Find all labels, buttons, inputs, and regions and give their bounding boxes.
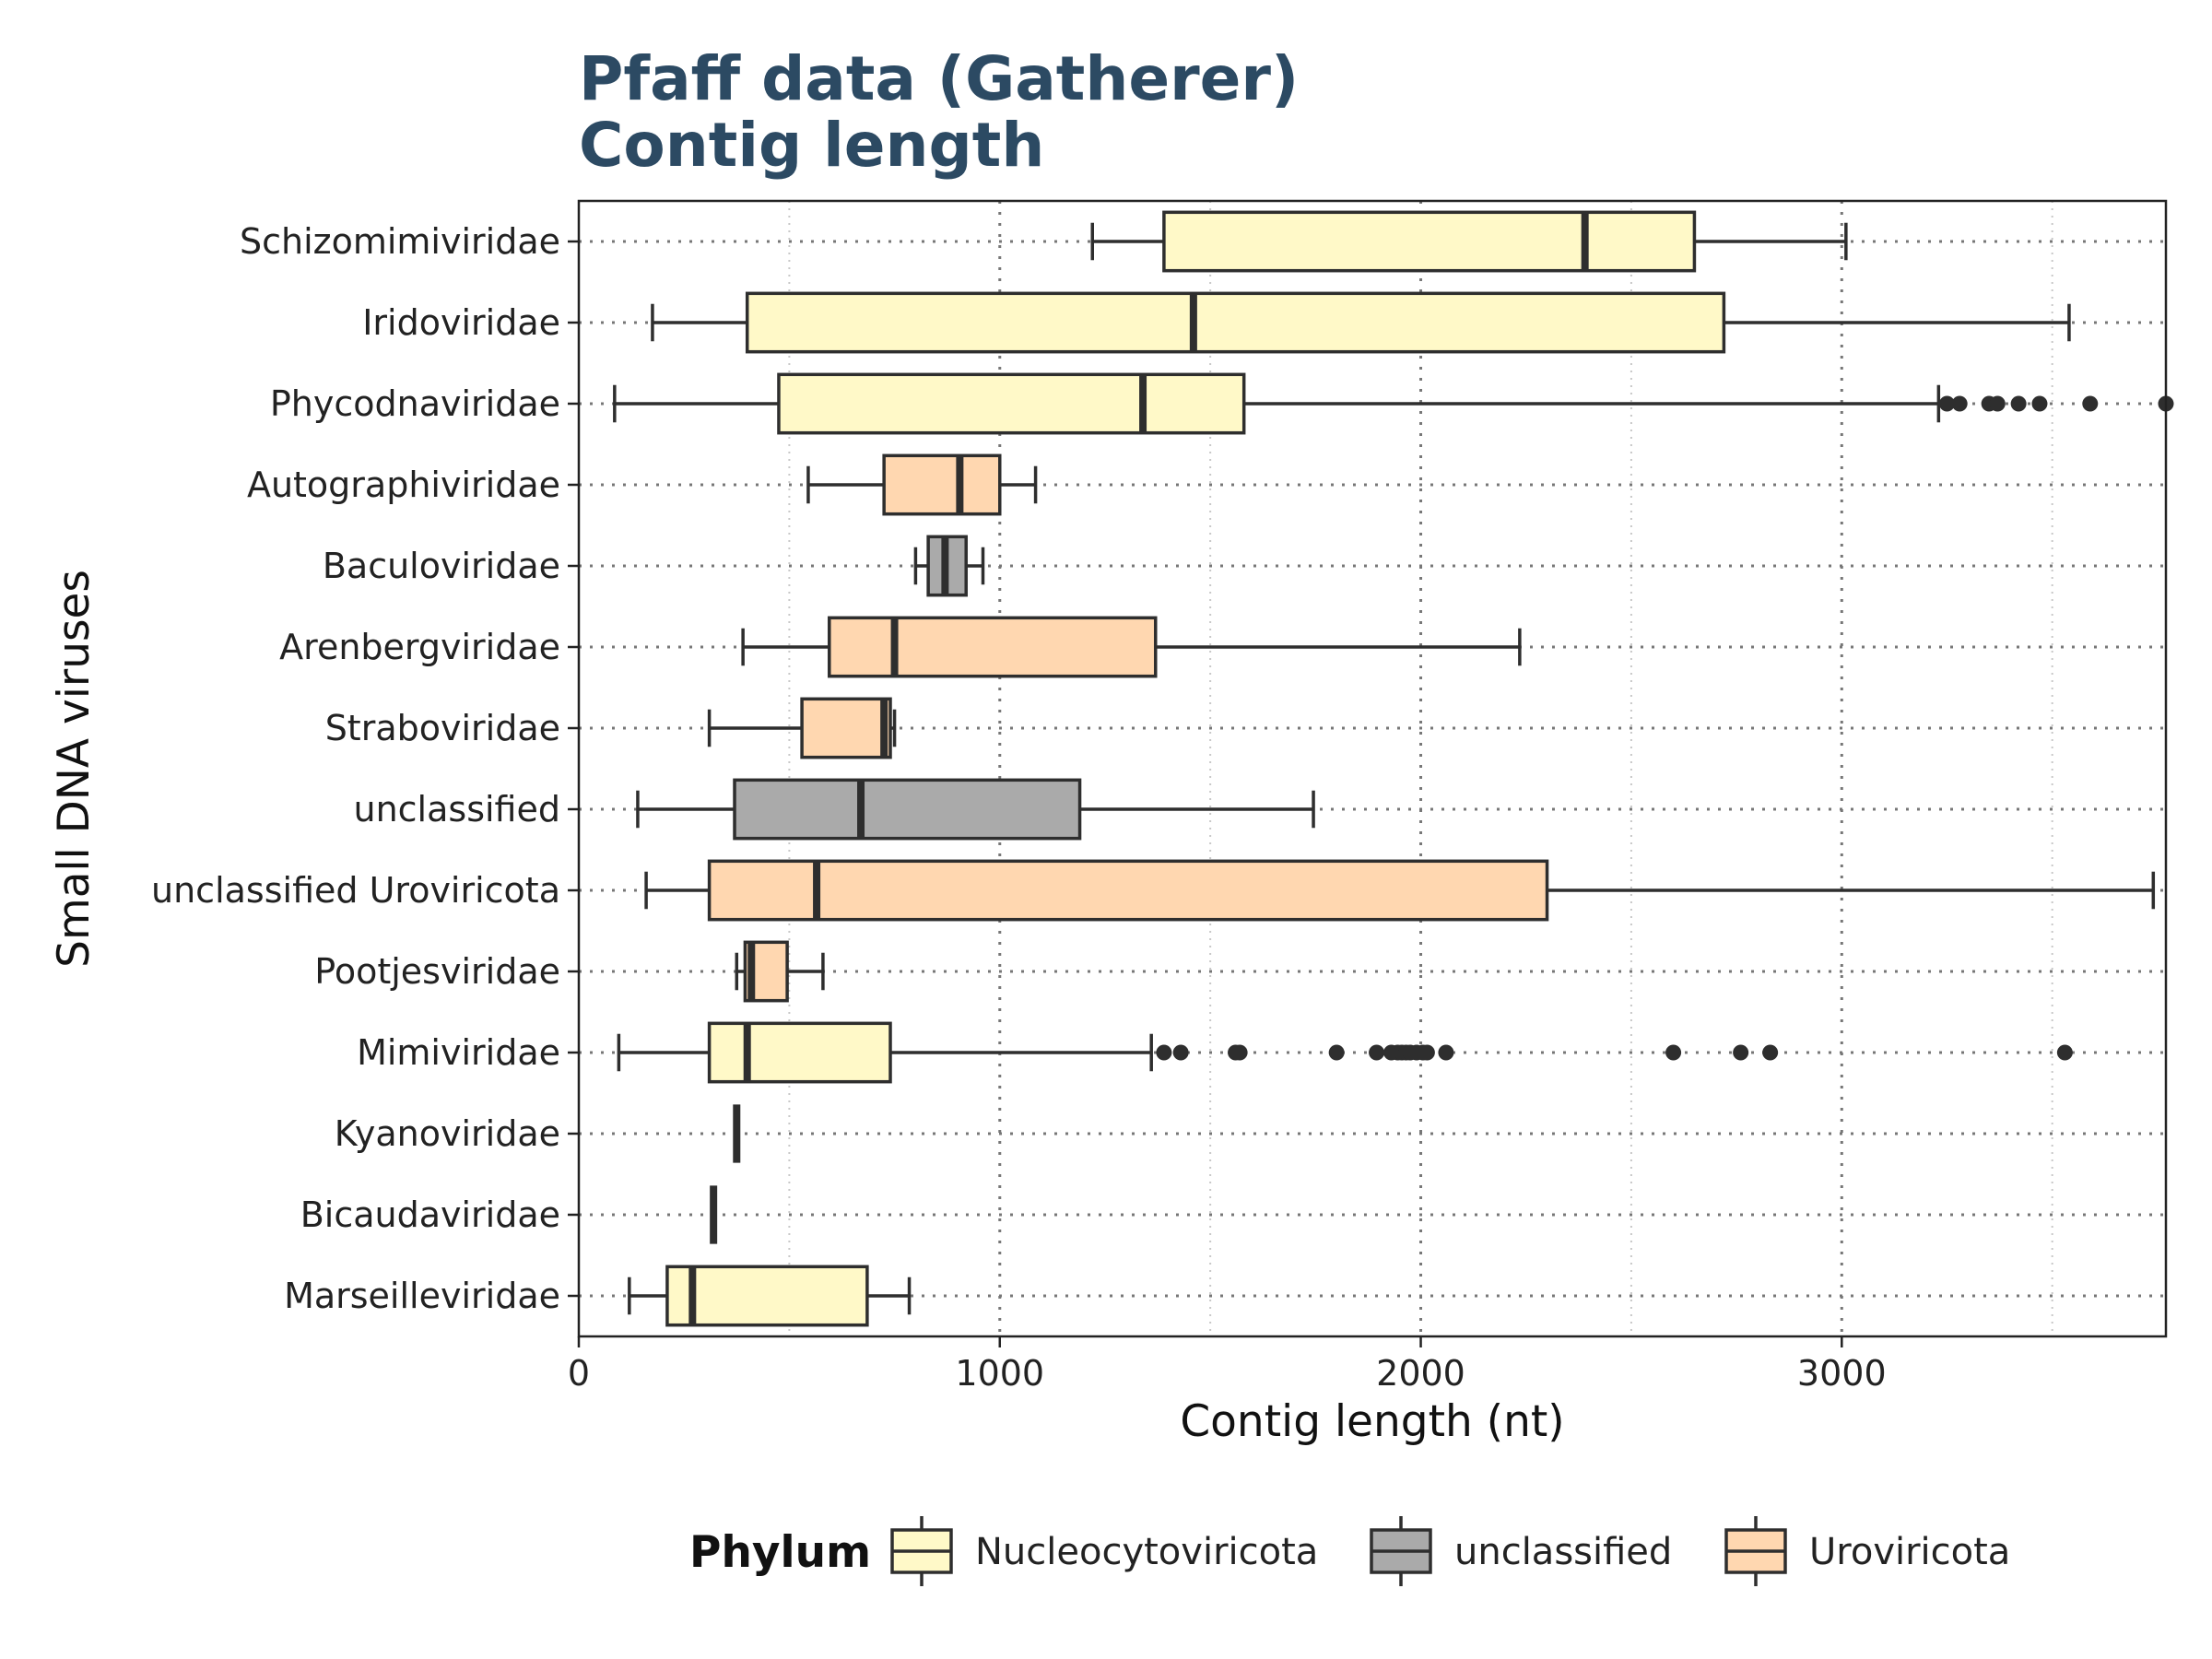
box-iqr — [777, 372, 1246, 435]
outlier-point — [1418, 1044, 1435, 1061]
chart-title: Pfaff data (Gatherer) Contig length — [579, 43, 1299, 181]
box-iqr — [745, 291, 1726, 354]
chart-title-line-2: Contig length — [579, 110, 1044, 181]
y-tick-label: Baculoviridae — [323, 546, 560, 586]
outlier-point — [1762, 1044, 1779, 1061]
legend-label: Uroviricota — [1809, 1531, 2010, 1573]
box-iqr — [800, 697, 892, 759]
legend-title: Phylum — [689, 1527, 871, 1578]
boxplot-phycodnaviridae — [613, 372, 2174, 435]
boxplot-marseilleviridae — [628, 1265, 912, 1327]
boxplot-autographiviridae — [806, 453, 1038, 516]
outlier-point — [1231, 1044, 1248, 1061]
outlier-point — [1156, 1044, 1172, 1061]
boxplot-iridoviridae — [651, 291, 2071, 354]
x-axis-title: Contig length (nt) — [1180, 1396, 1564, 1447]
box-iqr — [828, 616, 1158, 678]
outlier-point — [1328, 1044, 1345, 1061]
y-axis-title: Small DNA viruses — [49, 570, 100, 968]
y-tick-label: Bicaudaviridae — [300, 1194, 560, 1235]
chart-title-line-1: Pfaff data (Gatherer) — [579, 43, 1299, 114]
y-tick-label: unclassified — [354, 789, 561, 830]
y-tick-label: Mimiviridae — [357, 1032, 560, 1073]
y-tick-label: Kyanoviridae — [335, 1113, 560, 1154]
plot-border — [577, 199, 2168, 1338]
boxplot-schizomimiviridae — [1090, 210, 1848, 273]
outlier-point — [1733, 1044, 1749, 1061]
box-iqr — [733, 778, 1082, 841]
y-tick-label: unclassified Uroviricota — [151, 870, 560, 911]
legend-label: unclassified — [1454, 1531, 1672, 1573]
outlier-point — [1665, 1044, 1682, 1061]
boxplot-unclassified-uroviricota — [644, 859, 2156, 922]
y-tick-label: Phycodnaviridae — [270, 383, 560, 424]
boxplot-unclassified — [636, 778, 1315, 841]
y-tick-label: Autographiviridae — [247, 465, 560, 505]
box-iqr — [707, 859, 1549, 922]
box-iqr — [1162, 210, 1697, 273]
boxplot-arenbergviridae — [741, 616, 1522, 678]
boxplot-pootjesviridae — [735, 940, 825, 1003]
outlier-point — [2010, 395, 2027, 412]
outlier-point — [1172, 1044, 1189, 1061]
legend-label: Nucleocytoviricota — [975, 1531, 1318, 1573]
legend-item-nucleocytoviricota: Nucleocytoviricota — [890, 1516, 1318, 1586]
box-iqr — [665, 1265, 869, 1327]
outlier-point — [2056, 1044, 2073, 1061]
outlier-point — [2082, 395, 2099, 412]
box-iqr — [707, 1021, 892, 1084]
outlier-point — [2031, 395, 2048, 412]
x-tick-label: 3000 — [1797, 1353, 1887, 1394]
y-tick-label: Straboviridae — [325, 708, 560, 748]
outlier-point — [1369, 1044, 1385, 1061]
outlier-point — [1951, 395, 1968, 412]
x-tick-label: 0 — [568, 1353, 590, 1394]
box-iqr — [882, 453, 1002, 516]
grid-lines — [579, 201, 2166, 1336]
y-tick-label: Arenbergviridae — [279, 627, 560, 667]
x-tick-label: 1000 — [955, 1353, 1044, 1394]
y-tick-label: Marseilleviridae — [284, 1276, 560, 1316]
y-tick-labels: Schizomimiviridae Iridoviridae Phycodnavir… — [151, 221, 579, 1316]
outlier-point — [1989, 395, 2006, 412]
boxplot-straboviridae — [707, 697, 897, 759]
x-axis-ticks: 0 1000 2000 3000 — [568, 1336, 1887, 1394]
y-tick-label: Iridoviridae — [362, 302, 560, 343]
legend: Phylum Nucleocytoviricota unclassified Uro… — [689, 1516, 2010, 1586]
boxplot-mimiviridae — [617, 1021, 2073, 1084]
outlier-point — [1938, 395, 1955, 412]
y-tick-label: Schizomimiviridae — [240, 221, 560, 262]
boxplot-baculoviridae — [913, 535, 985, 597]
outlier-point — [1438, 1044, 1454, 1061]
boxplots — [613, 210, 2174, 1327]
x-tick-label: 2000 — [1376, 1353, 1465, 1394]
legend-item-uroviricota: Uroviricota — [1724, 1516, 2010, 1586]
y-tick-label: Pootjesviridae — [314, 951, 560, 992]
legend-item-unclassified: unclassified — [1370, 1516, 1672, 1586]
